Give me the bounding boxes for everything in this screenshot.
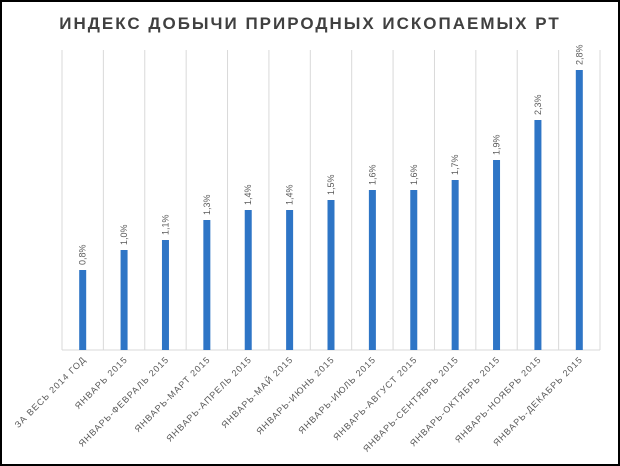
x-tick-label: ЯНВАРЬ-НОЯБРЬ 2015: [453, 354, 543, 444]
x-tick-label: ЯНВАРЬ-МАРТ 2015: [133, 354, 213, 434]
chart-title: ИНДЕКС ДОБЫЧИ ПРИРОДНЫХ ИСКОПАЕМЫХ РТ: [59, 14, 561, 33]
bar: [327, 200, 335, 350]
x-tick-label: ЯНВАРЬ-ИЮНЬ 2015: [254, 354, 336, 436]
bar: [410, 190, 418, 350]
data-label: 1,6%: [367, 164, 377, 185]
data-label: 1,5%: [326, 174, 336, 195]
bar: [286, 210, 294, 350]
x-tick-label: ЯНВАРЬ-АВГУСТ 2015: [331, 354, 419, 442]
data-label: 1,9%: [492, 134, 502, 155]
bar: [493, 160, 501, 350]
data-label: 1,4%: [243, 184, 253, 205]
data-label: 2,3%: [533, 94, 543, 115]
bar: [451, 180, 459, 350]
x-tick-label: ЯНВАРЬ-ИЮЛЬ 2015: [296, 354, 377, 435]
bar: [203, 220, 211, 350]
x-tick-label: ЯНВАРЬ-ДЕКАБРЬ 2015: [491, 354, 585, 448]
x-tick-label: ЗА ВЕСЬ 2014 ГОД: [13, 354, 88, 429]
data-label: 1,7%: [450, 154, 460, 175]
data-label: 1,0%: [119, 224, 129, 245]
x-tick-label: ЯНВАРЬ-МАЙ 2015: [219, 354, 295, 430]
x-tick-label: ЯНВАРЬ-АПРЕЛЬ 2015: [164, 354, 253, 443]
data-label: 2,8%: [574, 44, 584, 65]
data-label: 1,4%: [285, 184, 295, 205]
data-label: 1,6%: [409, 164, 419, 185]
bar: [534, 120, 542, 350]
bar: [161, 240, 169, 350]
x-tick-label: ЯНВАРЬ-ОКТЯБРЬ 2015: [408, 354, 502, 448]
bar: [368, 190, 376, 350]
data-label: 1,1%: [160, 214, 170, 235]
data-label: 1,3%: [202, 194, 212, 215]
bar: [575, 70, 583, 350]
bar: [120, 250, 128, 350]
data-label: 0,8%: [78, 244, 88, 265]
bar: [79, 270, 87, 350]
bar: [244, 210, 252, 350]
